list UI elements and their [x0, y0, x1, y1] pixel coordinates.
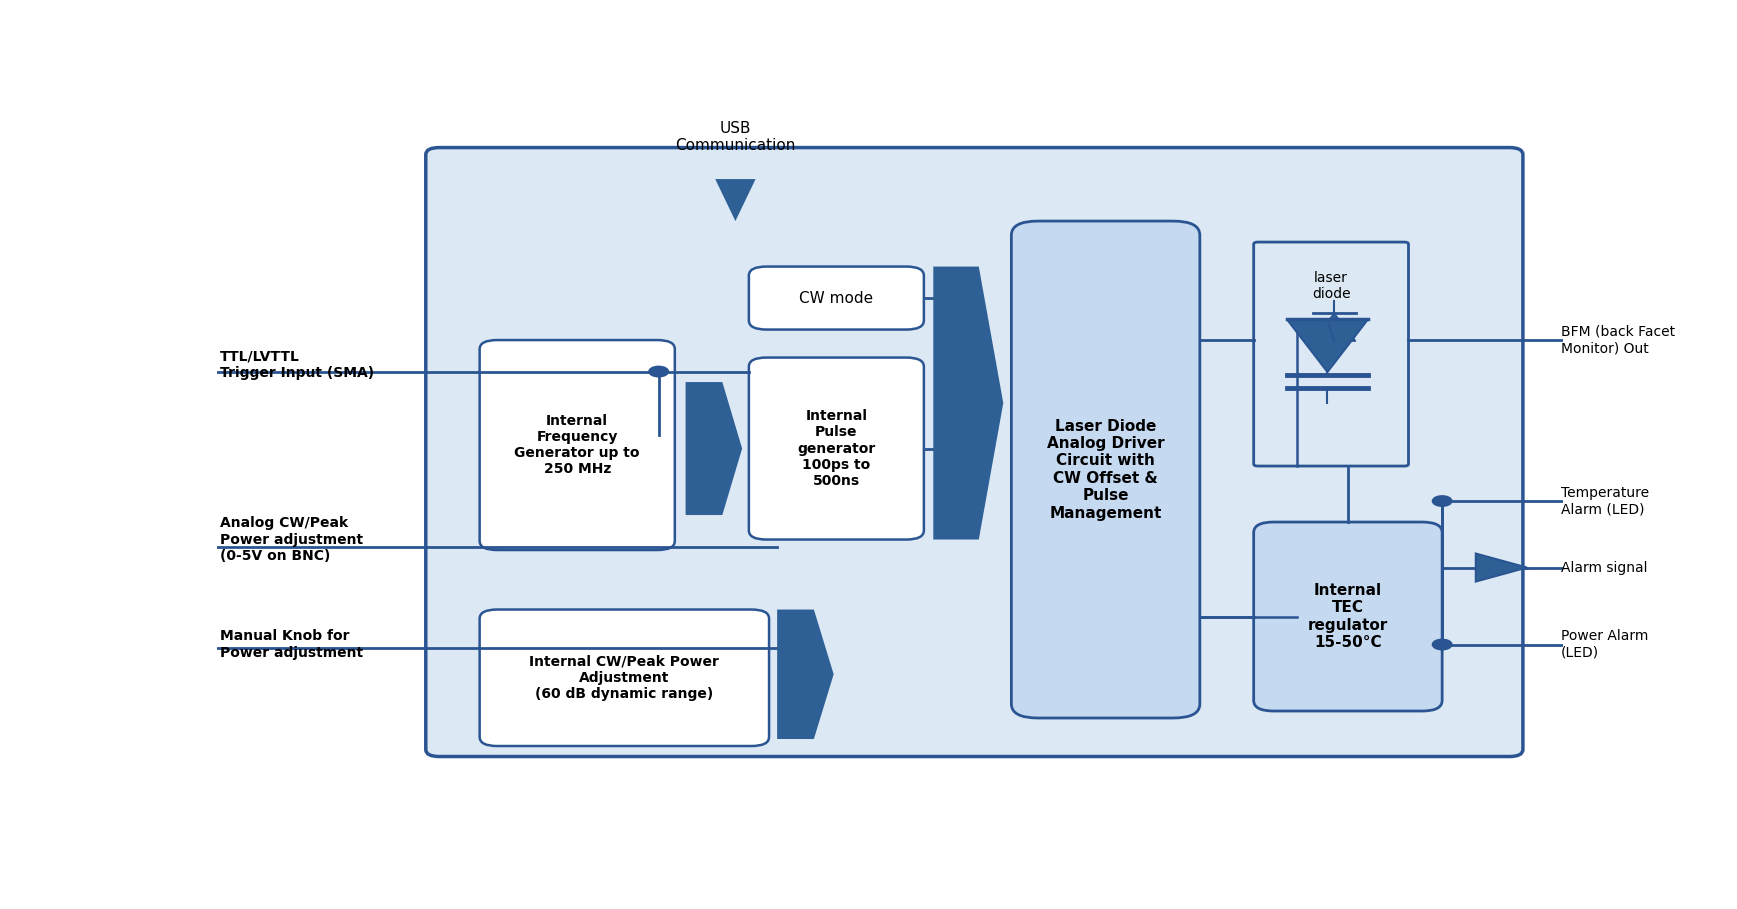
Polygon shape	[776, 610, 834, 739]
FancyBboxPatch shape	[1254, 242, 1409, 466]
Polygon shape	[1287, 319, 1367, 372]
Text: Manual Knob for
Power adjustment: Manual Knob for Power adjustment	[221, 629, 363, 660]
Text: Internal CW/Peak Power
Adjustment
(60 dB dynamic range): Internal CW/Peak Power Adjustment (60 dB…	[530, 654, 719, 701]
Text: Internal
Frequency
Generator up to
250 MHz: Internal Frequency Generator up to 250 M…	[514, 414, 639, 476]
Text: Power Alarm
(LED): Power Alarm (LED)	[1560, 629, 1648, 660]
Polygon shape	[933, 266, 1004, 540]
Circle shape	[1433, 640, 1452, 649]
Text: Laser Diode
Analog Driver
Circuit with
CW Offset &
Pulse
Management: Laser Diode Analog Driver Circuit with C…	[1047, 418, 1164, 521]
Circle shape	[650, 366, 669, 376]
Text: USB
Communication: USB Communication	[676, 121, 796, 154]
FancyBboxPatch shape	[1254, 522, 1442, 711]
Text: TTL/LVTTL
Trigger Input (SMA): TTL/LVTTL Trigger Input (SMA)	[221, 349, 373, 380]
FancyBboxPatch shape	[749, 357, 924, 540]
FancyBboxPatch shape	[749, 266, 924, 330]
Text: BFM (back Facet
Monitor) Out: BFM (back Facet Monitor) Out	[1560, 325, 1674, 355]
Polygon shape	[686, 382, 742, 515]
FancyBboxPatch shape	[479, 340, 674, 550]
Text: Internal
Pulse
generator
100ps to
500ns: Internal Pulse generator 100ps to 500ns	[797, 409, 875, 488]
Text: Internal
TEC
regulator
15-50°C: Internal TEC regulator 15-50°C	[1308, 583, 1388, 650]
Text: Alarm signal: Alarm signal	[1560, 561, 1647, 574]
Circle shape	[1433, 496, 1452, 506]
Polygon shape	[716, 179, 756, 221]
FancyBboxPatch shape	[426, 147, 1523, 756]
Text: laser
diode: laser diode	[1311, 271, 1350, 302]
Polygon shape	[1313, 314, 1355, 341]
Text: CW mode: CW mode	[799, 291, 874, 305]
Polygon shape	[1476, 554, 1527, 582]
Text: Analog CW/Peak
Power adjustment
(0-5V on BNC): Analog CW/Peak Power adjustment (0-5V on…	[221, 516, 363, 563]
FancyBboxPatch shape	[479, 610, 769, 746]
Text: Temperature
Alarm (LED): Temperature Alarm (LED)	[1560, 486, 1648, 516]
FancyBboxPatch shape	[1011, 221, 1200, 718]
